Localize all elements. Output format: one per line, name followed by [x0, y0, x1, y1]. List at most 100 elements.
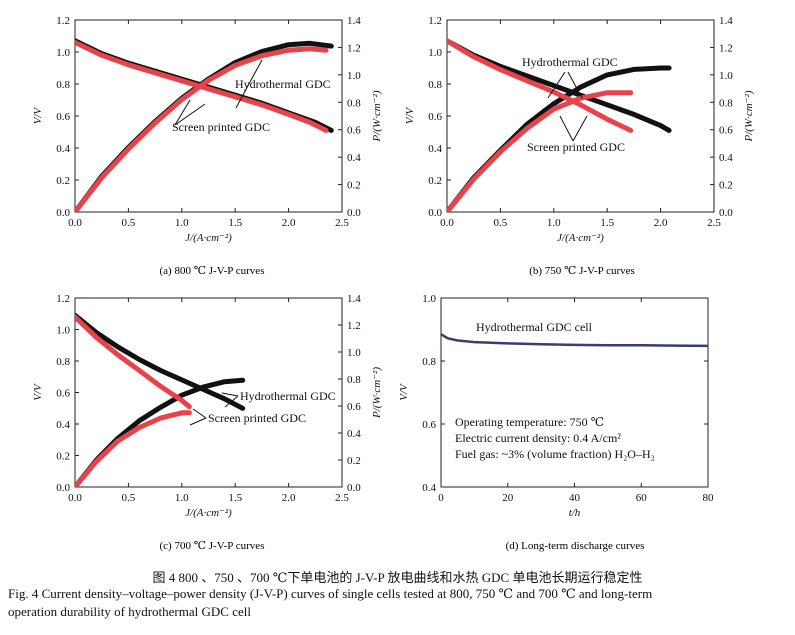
annotation-leader — [547, 71, 566, 99]
x-tick-label: 1.0 — [175, 217, 189, 229]
annotation-label: Hydrothermal GDC — [240, 389, 336, 403]
y-tick-label: 1.0 — [56, 325, 70, 337]
y-axis-label: V/V — [404, 106, 416, 124]
plot-frame — [446, 19, 715, 213]
annotation-leader — [224, 395, 239, 408]
y2-tick-label: 1.0 — [719, 70, 733, 82]
y2-tick-label: 0.2 — [347, 180, 361, 192]
y2-tick-label: 0.6 — [347, 401, 361, 413]
x-axis-label: t/h — [569, 507, 581, 519]
x-tick-label: 0 — [438, 492, 444, 504]
annotation-leader — [189, 417, 207, 426]
x-tick-label: 0.0 — [440, 217, 454, 229]
series-screen-printed-gdc-v — [447, 38, 634, 133]
annotation-label: Hydrothermal GDC — [522, 55, 618, 69]
panel-d-caption: (d) Long-term discharge curves — [506, 540, 645, 552]
condition-text: Fuel gas: ~3% (volume fraction) H₂O–H₂ — [455, 447, 655, 461]
y2-tick-label: 0.4 — [719, 152, 733, 164]
y2-tick-label: 1.2 — [719, 42, 733, 54]
y2-axis-label: P/(W·cm⁻²) — [743, 90, 755, 142]
x-tick-label: 1.5 — [228, 217, 242, 229]
y-tick-label: 1.2 — [56, 15, 70, 27]
y2-tick-label: 1.2 — [347, 42, 361, 54]
x-tick-label: 1.5 — [228, 492, 242, 504]
series-hydrothermal-gdc-v — [75, 312, 246, 411]
annotation-leader — [174, 103, 206, 126]
panel-a-chart: (a) 800 ℃ J-V-P curves 0.0 0.5 1.0 1.5 2.0 2.… — [32, 15, 383, 277]
annotation-leader — [567, 71, 583, 99]
y-tick-label: 0.6 — [428, 111, 442, 123]
x-tick-label: 20 — [502, 492, 514, 504]
y-axis-label: V/V — [398, 383, 410, 401]
y-tick-label: 1.0 — [428, 47, 442, 59]
panel-d-chart: (d) Long-term discharge curves 0 20 40 60 80… — [398, 293, 714, 552]
y2-tick-label: 1.4 — [347, 293, 361, 305]
x-tick-label: 0.0 — [68, 217, 82, 229]
y-tick-label: 0.8 — [56, 356, 70, 368]
y2-tick-label: 0.4 — [347, 152, 361, 164]
annotation-label: Screen printed GDC — [527, 140, 625, 154]
y-tick-label: 0.6 — [56, 111, 70, 123]
y2-axis-label: P/(W·cm⁻²) — [371, 90, 383, 142]
panel-b-caption: (b) 750 ℃ J-V-P curves — [529, 265, 635, 277]
annotation-leader — [235, 81, 251, 109]
x-tick-label: 0.5 — [122, 217, 136, 229]
x-tick-label: 2.5 — [335, 492, 349, 504]
figure-caption-en-line1: Fig. 4 Current density–voltage–power den… — [8, 586, 653, 601]
x-tick-label: 2.5 — [335, 217, 349, 229]
y-tick-label: 0.8 — [428, 79, 442, 91]
annotation-leader — [559, 115, 574, 142]
y2-tick-label: 0.8 — [347, 97, 361, 109]
x-tick-label: 1.0 — [547, 217, 561, 229]
y-tick-label: 0.8 — [422, 356, 436, 368]
annotation-leader — [572, 115, 588, 142]
series-screen-printed-gdc-p — [75, 410, 192, 487]
y2-tick-label: 0.2 — [347, 455, 361, 467]
y-tick-label: 0.2 — [56, 451, 70, 463]
y-tick-label: 0.6 — [422, 419, 436, 431]
x-tick-label: 2.0 — [282, 492, 296, 504]
y-tick-label: 0.4 — [422, 482, 436, 494]
y2-tick-label: 0.0 — [719, 207, 733, 219]
series-screen-printed-gdc-v — [75, 314, 192, 410]
y2-tick-label: 0.2 — [719, 180, 733, 192]
x-tick-label: 0.5 — [494, 217, 508, 229]
x-axis-label: J/(A·cm⁻²) — [185, 232, 232, 244]
series-screen-printed-gdc-p — [75, 46, 329, 212]
y2-tick-label: 1.4 — [719, 15, 733, 27]
y2-tick-label: 1.4 — [347, 15, 361, 27]
y-tick-label: 0.4 — [428, 143, 442, 155]
x-tick-label: 0.0 — [68, 492, 82, 504]
legend-label: Hydrothermal GDC cell — [476, 320, 593, 334]
figure-caption-zh: 图 4 800 、750 、700 ℃下单电池的 J-V-P 放电曲线和水热 G… — [152, 570, 643, 585]
y-tick-label: 0.4 — [56, 419, 70, 431]
annotation-label: Hydrothermal GDC — [235, 77, 331, 91]
panel-a-caption: (a) 800 ℃ J-V-P curves — [160, 265, 265, 277]
x-tick-label: 1.5 — [600, 217, 614, 229]
y-tick-label: 0.2 — [56, 175, 70, 187]
x-tick-label: 2.0 — [282, 217, 296, 229]
y-tick-label: 0.4 — [56, 143, 70, 155]
y-tick-label: 0.6 — [56, 388, 70, 400]
y2-tick-label: 0.8 — [347, 374, 361, 386]
series-hydrothermal-gdc-cell — [441, 332, 708, 348]
series-screen-printed-gdc-v — [75, 39, 329, 133]
annotation-leader — [249, 59, 263, 83]
y-tick-label: 0.0 — [56, 207, 70, 219]
x-axis-label: J/(A·cm⁻²) — [185, 507, 232, 519]
annotation-label: Screen printed GDC — [208, 411, 306, 425]
x-tick-label: 2.0 — [654, 217, 668, 229]
y2-tick-label: 0.0 — [347, 482, 361, 494]
y2-axis-label: P/(W·cm⁻²) — [371, 367, 383, 419]
y-tick-label: 0.8 — [56, 79, 70, 91]
x-tick-label: 40 — [569, 492, 581, 504]
y2-tick-label: 0.4 — [347, 428, 361, 440]
condition-text: Operating temperature: 750 ℃ — [455, 415, 604, 429]
y2-tick-label: 0.0 — [347, 207, 361, 219]
y-axis-label: V/V — [32, 383, 44, 401]
panel-b-chart: (b) 750 ℃ J-V-P curves 0.0 0.5 1.0 1.5 2.0 2.… — [404, 15, 755, 277]
x-axis-label: J/(A·cm⁻²) — [557, 232, 604, 244]
y-tick-label: 0.0 — [428, 207, 442, 219]
series-screen-printed-gdc-p — [447, 90, 634, 212]
y2-tick-label: 0.8 — [719, 97, 733, 109]
